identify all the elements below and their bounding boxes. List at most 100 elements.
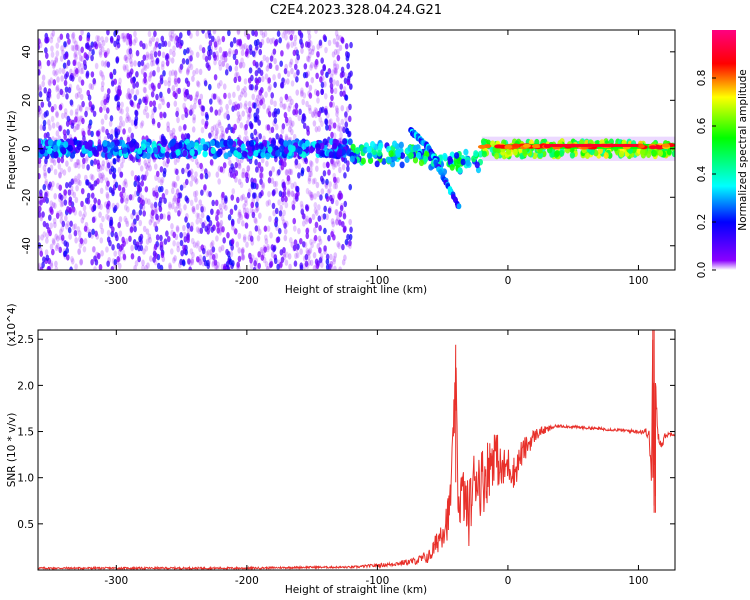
noise-speckle [80, 67, 85, 75]
signal-blob [174, 142, 180, 150]
noise-speckle [286, 42, 290, 50]
noise-speckle [273, 257, 278, 265]
noise-speckle [151, 187, 156, 194]
noise-speckle [120, 108, 124, 115]
noise-speckle [140, 68, 145, 75]
noise-speckle [222, 202, 226, 210]
noise-speckle [56, 210, 60, 218]
signal-blob [278, 145, 284, 153]
noise-speckle [315, 50, 320, 58]
noise-speckle [325, 71, 329, 78]
noise-speckle [90, 54, 94, 62]
noise-speckle [336, 48, 340, 56]
noise-speckle [275, 64, 280, 72]
noise-speckle [336, 116, 340, 123]
noise-speckle [49, 243, 54, 251]
signal-blob [38, 138, 42, 146]
noise-speckle [195, 212, 200, 219]
noise-speckle [221, 35, 226, 43]
noise-speckle [307, 177, 312, 185]
noise-speckle [176, 245, 181, 253]
noise-speckle [86, 198, 91, 205]
signal-blob [283, 140, 289, 147]
noise-speckle [54, 266, 59, 270]
noise-speckle [76, 178, 81, 186]
noise-speckle [121, 32, 126, 39]
noise-speckle [77, 173, 81, 180]
noise-speckle [259, 99, 264, 106]
noise-speckle [126, 32, 131, 40]
signal-blob [473, 150, 479, 157]
noise-speckle [333, 67, 337, 74]
noise-speckle [217, 38, 222, 45]
noise-speckle [59, 124, 63, 132]
noise-speckle [338, 44, 343, 52]
noise-speckle [58, 172, 62, 179]
noise-speckle [155, 213, 159, 221]
noise-speckle [283, 103, 287, 110]
noise-speckle [301, 98, 306, 106]
noise-speckle [216, 82, 221, 89]
noise-speckle [157, 82, 161, 90]
noise-speckle [92, 204, 97, 212]
noise-speckle [324, 109, 328, 116]
noise-speckle [78, 104, 83, 112]
noise-speckle [343, 254, 347, 261]
noise-speckle [104, 36, 109, 43]
noise-speckle [189, 225, 194, 232]
noise-speckle [286, 43, 290, 50]
noise-speckle [279, 249, 284, 256]
signal-blob [391, 140, 398, 148]
noise-speckle [245, 119, 250, 127]
noise-speckle [200, 165, 204, 172]
colorbar: 0.00.20.40.60.8 Normalized spectral ampl… [696, 30, 749, 278]
noise-speckle [179, 63, 184, 70]
noise-speckle [90, 258, 94, 266]
signal-blob [53, 151, 59, 159]
noise-speckle [153, 51, 158, 58]
signal-blob [354, 147, 361, 155]
signal-blob [241, 150, 248, 158]
noise-speckle [182, 102, 186, 110]
noise-speckle [228, 159, 232, 166]
noise-speckle [129, 227, 133, 234]
noise-speckle [318, 247, 322, 254]
noise-speckle [90, 159, 94, 167]
noise-speckle [318, 39, 323, 46]
noise-speckle [327, 119, 332, 126]
noise-speckle [65, 120, 70, 127]
noise-speckle [135, 71, 139, 78]
noise-speckle [101, 74, 106, 81]
noise-speckle [155, 57, 160, 64]
noise-speckle [273, 100, 277, 107]
noise-speckle [72, 58, 77, 66]
strong-peak [531, 144, 540, 149]
noise-speckle [78, 210, 83, 217]
noise-speckle [195, 256, 200, 263]
noise-speckle [298, 108, 302, 116]
noise-speckle [88, 119, 93, 126]
noise-speckle [237, 75, 242, 83]
signal-blob [102, 139, 108, 147]
noise-speckle [308, 107, 312, 115]
noise-speckle [45, 232, 50, 239]
noise-speckle [77, 162, 81, 169]
noise-speckle [314, 221, 319, 229]
noise-speckle [297, 162, 302, 170]
noise-speckle [302, 241, 306, 248]
noise-speckle [118, 245, 122, 252]
noise-speckle [132, 239, 137, 246]
noise-speckle [193, 97, 198, 105]
noise-speckle [43, 132, 48, 140]
noise-speckle [237, 247, 241, 254]
noise-speckle [311, 111, 315, 118]
noise-speckle [79, 105, 83, 113]
noise-speckle [280, 214, 285, 222]
noise-speckle [114, 231, 118, 239]
noise-speckle [329, 263, 334, 270]
noise-speckle [214, 43, 218, 51]
noise-speckle [129, 61, 134, 68]
noise-speckle [59, 200, 64, 208]
noise-speckle [125, 64, 129, 71]
noise-speckle [197, 227, 201, 235]
